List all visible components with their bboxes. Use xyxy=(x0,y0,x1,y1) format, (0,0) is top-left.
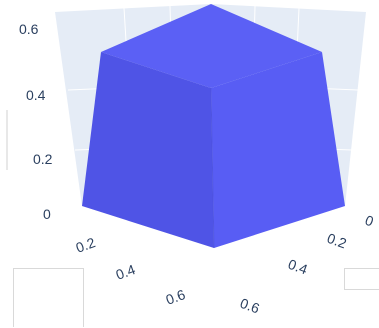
cube-top-face[interactable] xyxy=(101,4,322,88)
y-tick-label: 0.6 xyxy=(238,295,262,317)
x-tick-label: 0.4 xyxy=(114,261,138,283)
overlay-box-right xyxy=(344,268,379,290)
x-tick-label: 0.6 xyxy=(164,286,188,308)
z-tick-label: 0.4 xyxy=(26,87,46,103)
overlay-box-left xyxy=(13,268,84,327)
cube-left-face[interactable] xyxy=(82,52,214,248)
z-tick-label: 0.2 xyxy=(33,151,53,167)
y-tick-label: 0.4 xyxy=(286,256,310,278)
x-tick-label: 0.2 xyxy=(74,234,98,256)
z-tick-label: 0.6 xyxy=(19,21,39,37)
cube-right-face[interactable] xyxy=(211,52,345,248)
cube-mesh[interactable] xyxy=(82,4,345,249)
x-axis-ticks: 0.2 0.4 0.6 xyxy=(74,234,188,308)
y-tick-label: 0.2 xyxy=(325,230,349,252)
z-axis-ticks: 0.6 0.4 0.2 0 xyxy=(19,21,53,222)
z-tick-label: 0 xyxy=(43,206,51,222)
y-tick-label: 0 xyxy=(363,212,376,230)
